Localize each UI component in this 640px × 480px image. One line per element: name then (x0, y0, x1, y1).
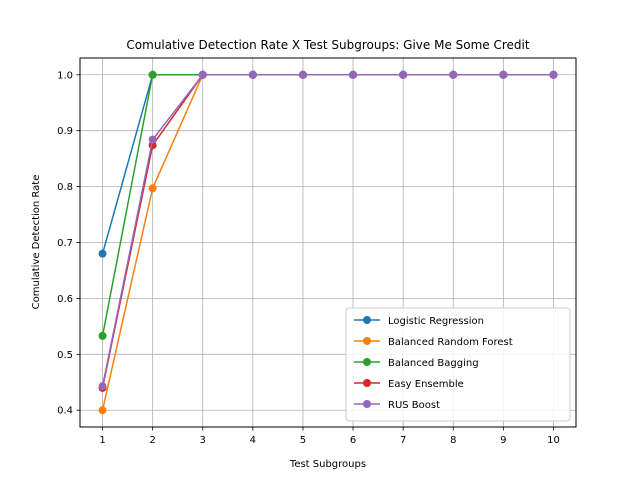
data-point-rus-boost (248, 70, 257, 79)
y-tick-label: 0.8 (57, 182, 73, 193)
x-tick-label: 6 (350, 435, 356, 446)
plot-series (98, 70, 558, 415)
data-point-rus-boost (98, 382, 107, 391)
legend-box (345, 307, 571, 422)
data-point-rus-boost (549, 70, 558, 79)
data-point-rus-boost (298, 70, 307, 79)
data-point-rus-boost (198, 70, 207, 79)
legend-label-easy-ensemble: Easy Ensemble (388, 379, 464, 390)
chart-title: Comulative Detection Rate X Test Subgrou… (126, 38, 529, 52)
series-line-rus-boost (101, 74, 554, 387)
x-tick-label: 5 (300, 435, 306, 446)
data-point-rus-boost (148, 135, 157, 144)
series-rus-boost (98, 70, 558, 391)
legend-marker-rus-boost (363, 400, 371, 408)
axis-ticks: 1 2 3 4 5 6 7 8 9 10 0.4 0.5 0.6 0.7 0.8 0.9 1.0 (57, 70, 560, 446)
x-tick-label: 7 (400, 435, 406, 446)
x-tick-label: 4 (250, 435, 256, 446)
x-axis-label: Test Subgroups (289, 459, 366, 470)
data-point-rus-boost (399, 70, 408, 79)
legend-marker-logistic-regression (363, 316, 371, 324)
data-point-rus-boost (449, 70, 458, 79)
y-tick-label: 0.5 (57, 350, 73, 361)
data-point-balanced-random-forest (98, 406, 107, 415)
data-point-rus-boost (349, 70, 358, 79)
x-tick-label: 9 (500, 435, 506, 446)
data-point-rus-boost (499, 70, 508, 79)
y-tick-label: 1.0 (57, 70, 73, 81)
data-point-balanced-bagging (148, 70, 157, 79)
legend: Logistic Regression Balanced Random Fores… (345, 307, 571, 422)
y-tick-label: 0.9 (57, 126, 73, 137)
legend-marker-balanced-bagging (363, 358, 371, 366)
data-point-balanced-bagging (98, 331, 107, 340)
legend-label-balanced-random-forest: Balanced Random Forest (388, 337, 513, 348)
legend-marker-easy-ensemble (363, 379, 371, 387)
x-tick-label: 2 (149, 435, 155, 446)
x-tick-label: 10 (547, 435, 560, 446)
y-tick-label: 0.4 (57, 406, 73, 417)
legend-label-balanced-bagging: Balanced Bagging (388, 358, 479, 369)
x-tick-label: 8 (450, 435, 456, 446)
y-tick-label: 0.7 (57, 238, 73, 249)
y-tick-label: 0.6 (57, 294, 73, 305)
data-point-logistic-regression (98, 249, 107, 258)
x-tick-label: 1 (99, 435, 105, 446)
legend-marker-balanced-random-forest (363, 337, 371, 345)
data-point-balanced-random-forest (148, 184, 157, 193)
x-tick-label: 3 (200, 435, 206, 446)
y-axis-label: Comulative Detection Rate (31, 175, 42, 310)
legend-label-rus-boost: RUS Boost (388, 400, 440, 411)
legend-label-logistic-regression: Logistic Regression (388, 316, 484, 327)
